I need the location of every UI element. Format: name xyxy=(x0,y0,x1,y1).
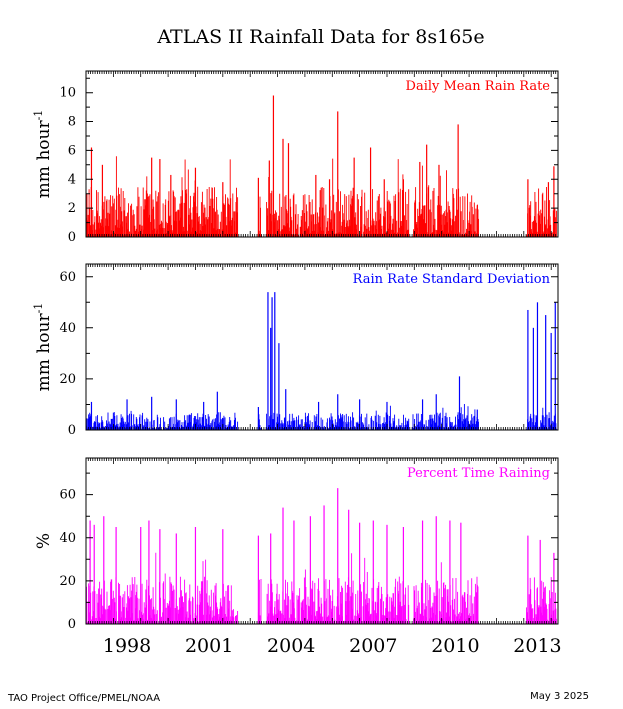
bar-series xyxy=(85,488,557,624)
y-tick-label: 0 xyxy=(68,423,76,438)
y-tick-label: 40 xyxy=(59,321,76,336)
y-axis-label: % xyxy=(34,533,54,549)
y-tick-label: 40 xyxy=(59,531,76,546)
x-tick-label: 2007 xyxy=(349,635,397,657)
panel-3: 0 20 40 60% Percent Time Raining xyxy=(34,457,559,632)
bar-texture xyxy=(85,404,557,430)
bar-series xyxy=(85,95,557,237)
y-tick-label: 0 xyxy=(68,230,76,245)
x-tick-label: 2004 xyxy=(267,635,315,657)
x-ticks xyxy=(85,71,559,237)
series-label: Percent Time Raining xyxy=(407,466,550,481)
series-label: Rain Rate Standard Deviation xyxy=(353,272,551,287)
bar-series xyxy=(85,292,557,430)
panel-2: 0 20 40 60 mm hour-1 Rain Rate Standard Devia… xyxy=(32,263,559,438)
y-tick-label: 10 xyxy=(59,86,76,101)
series-label: Daily Mean Rain Rate xyxy=(406,79,551,94)
y-ticks xyxy=(86,472,558,625)
x-tick-label: 1998 xyxy=(103,635,151,657)
bar-texture xyxy=(85,156,557,237)
y-tick-label: 6 xyxy=(68,143,76,158)
footer-credit: TAO Project Office/PMEL/NOAA xyxy=(7,693,160,704)
plot-frame xyxy=(85,263,559,431)
x-tick-label: 2013 xyxy=(513,635,561,657)
plot-frame xyxy=(85,70,559,238)
x-ticks xyxy=(85,458,559,624)
y-tick-label: 0 xyxy=(68,617,76,632)
y-axis-label: mm hour-1 xyxy=(32,303,54,392)
chart-title: ATLAS II Rainfall Data for 8s165e xyxy=(156,26,484,48)
y-ticks xyxy=(86,276,558,431)
x-ticks xyxy=(85,264,559,430)
x-tick-label: 2001 xyxy=(185,635,233,657)
y-ticks xyxy=(86,77,558,238)
y-tick-label: 8 xyxy=(68,115,76,130)
bar-texture xyxy=(85,552,557,624)
y-tick-label: 20 xyxy=(59,372,76,387)
plot-frame xyxy=(85,457,559,625)
x-tick-label: 2010 xyxy=(431,635,479,657)
y-tick-label: 2 xyxy=(68,201,76,216)
y-tick-label: 60 xyxy=(59,488,76,503)
y-tick-label: 60 xyxy=(59,270,76,285)
y-axis-label: mm hour-1 xyxy=(32,110,54,199)
panel-1: 0 2 4 6 8 10 mm hour-1 Daily Mean Rain Rate xyxy=(32,70,559,245)
y-tick-label: 20 xyxy=(59,574,76,589)
y-tick-label: 4 xyxy=(68,172,76,187)
footer-date: May 3 2025 xyxy=(530,691,589,702)
